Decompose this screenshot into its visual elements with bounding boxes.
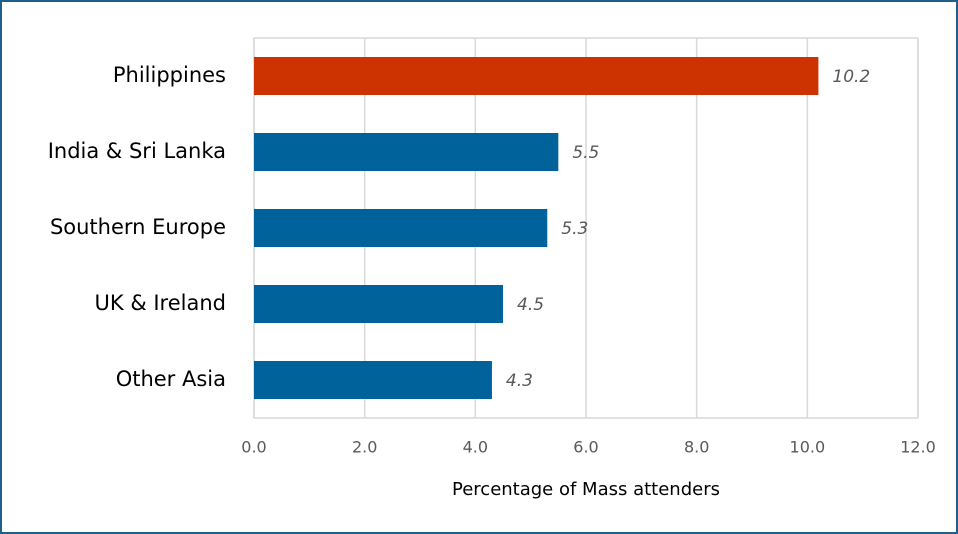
value-label: 4.5 [517,295,544,315]
x-axis-title: Percentage of Mass attenders [452,479,720,500]
x-tick-label: 8.0 [684,438,709,457]
bar [254,361,492,399]
bar [254,209,548,247]
x-tick-label: 2.0 [352,438,377,457]
value-label: 5.3 [561,219,588,239]
value-label: 10.2 [832,67,870,87]
x-tick-label: 10.0 [790,438,826,457]
x-tick-label: 4.0 [463,438,488,457]
x-tick-label: 0.0 [241,438,266,457]
x-tick-label: 6.0 [573,438,598,457]
y-tick-label: Philippines [113,63,226,87]
value-label: 4.3 [506,371,533,391]
y-tick-label: Other Asia [116,367,226,391]
bar [254,285,503,323]
y-tick-label: India & Sri Lanka [48,139,226,163]
y-tick-label: UK & Ireland [95,291,227,315]
value-label: 5.5 [572,143,599,163]
y-tick-label: Southern Europe [50,215,226,239]
x-tick-label: 12.0 [900,438,936,457]
bar [254,133,559,171]
bar [254,57,819,95]
